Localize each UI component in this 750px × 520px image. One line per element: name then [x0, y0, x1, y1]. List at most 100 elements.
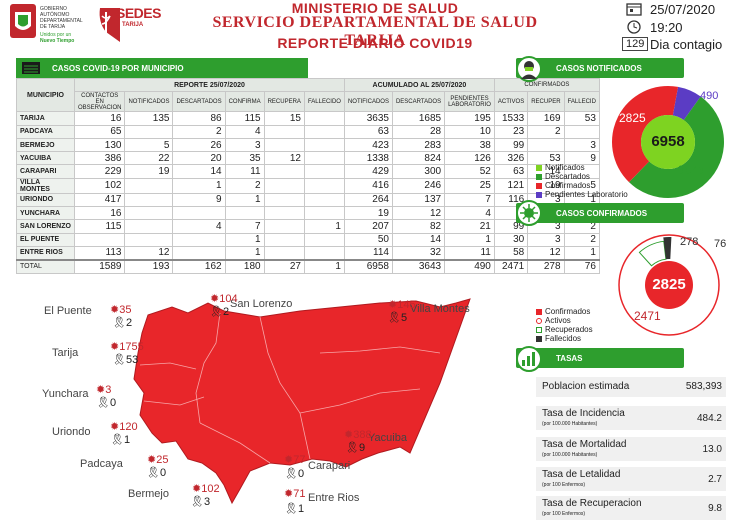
- table-cell: 429: [343, 164, 393, 179]
- confirmados-fallecidos-value: 76: [714, 238, 727, 250]
- table-cell: 114: [343, 245, 393, 261]
- map-place-deaths: 🎗53: [112, 354, 139, 366]
- table-cell: 14: [391, 232, 446, 247]
- table-cell: 126: [444, 151, 495, 166]
- table-cell: 1589: [73, 258, 126, 274]
- logo-tagline-2: Nuevo Tiempo: [40, 38, 75, 44]
- table-cell: 6958: [343, 258, 393, 274]
- table-cell: 52: [444, 164, 495, 179]
- person-mask-icon: [516, 56, 542, 82]
- map-place-cases: ✹120: [110, 421, 138, 433]
- col-header: CONFIRMA: [224, 91, 265, 113]
- table-cell: [303, 192, 345, 208]
- municipio-name: URIONDO: [16, 192, 75, 208]
- table-cell: [263, 177, 305, 194]
- map-place-cases: ✹35: [110, 304, 132, 316]
- table-cell: 246: [391, 177, 446, 194]
- legend-swatch: [536, 173, 542, 180]
- table-cell: 3635: [343, 111, 393, 126]
- table-cell: 423: [343, 137, 393, 153]
- table-cell: 65: [73, 124, 126, 139]
- map-place-deaths: 🎗3: [190, 496, 211, 508]
- table-cell: 63: [493, 164, 529, 179]
- table-cell: [303, 177, 345, 194]
- table-cell: [263, 192, 305, 208]
- sedes-logo: SEDES TARIJA: [96, 2, 161, 46]
- table-cell: [224, 206, 265, 221]
- table-row: VILLA MONTES 102 1 2 416 246 25 121 19 5: [16, 177, 600, 194]
- table-cell: 22: [124, 151, 174, 166]
- table-cell: 2: [527, 124, 565, 139]
- table-cell: [303, 164, 345, 179]
- col-header: FALLECID: [563, 91, 600, 113]
- legend-activos: Activos: [545, 316, 571, 325]
- table-cell: 12: [527, 245, 565, 261]
- municipio-name: SAN LORENZO: [16, 219, 75, 234]
- tasa-value: 13.0: [702, 444, 722, 455]
- table-cell: [563, 164, 600, 179]
- notificados-total: 6958: [651, 133, 685, 150]
- table-cell: 2: [224, 177, 265, 194]
- table-cell: [303, 151, 345, 166]
- map-place-cases: ✹102: [192, 483, 220, 495]
- municipio-name: PADCAYA: [16, 124, 75, 139]
- municipio-name: VILLA MONTES: [16, 177, 75, 194]
- table-cell: 25: [444, 177, 495, 194]
- map-place-deaths: 🎗5: [387, 312, 408, 324]
- table-cell: 50: [343, 232, 393, 247]
- report-time: 19:20: [650, 20, 683, 35]
- confirmados-center: [645, 261, 693, 309]
- table-cell: 115: [73, 219, 126, 234]
- notificados-confirmados-value: 2825: [619, 111, 646, 125]
- table-cell: [263, 245, 305, 261]
- table-cell: 416: [343, 177, 393, 194]
- legend-confirmados: Confirmados: [545, 181, 591, 190]
- table-cell: 28: [391, 124, 446, 139]
- municipio-name: CARAPARI: [16, 164, 75, 179]
- map-border: [139, 362, 197, 370]
- municipio-table: MUNICIPIO REPORTE 25/07/2020 ACUMULADO A…: [16, 77, 600, 274]
- tasa-sublabel: (por 100 Enfermos): [542, 482, 586, 488]
- map-border: [299, 388, 421, 414]
- table-cell: 15: [263, 111, 305, 126]
- table-cell: [563, 124, 600, 139]
- col-municipio: MUNICIPIO: [16, 77, 75, 113]
- municipio-name: YUNCHARA: [16, 206, 75, 221]
- tasa-label: Tasa de Recuperacion: [542, 498, 642, 509]
- map-place-deaths: 🎗0: [146, 467, 167, 479]
- logo-line: AUTÓNOMO: [40, 12, 70, 18]
- map-place-name: Yunchara: [42, 388, 89, 400]
- confirmados-bar: [516, 203, 684, 223]
- table-cell: 99: [493, 137, 529, 153]
- sedes-title: SEDES: [116, 5, 161, 21]
- tasa-value: 484.2: [696, 413, 722, 424]
- table-cell: [303, 206, 345, 221]
- table-cell: 1533: [493, 111, 529, 126]
- table-row: SAN LORENZO 115 4 7 1 207 82 21 99 3 2: [16, 219, 600, 234]
- table-cell: 4: [224, 124, 265, 139]
- legend-swatch: [536, 164, 542, 171]
- tasa-label: Tasa de Incidencia: [542, 408, 625, 419]
- table-cell: 21: [444, 219, 495, 234]
- tarija-map: [133, 298, 471, 505]
- bar-chart-icon: [516, 346, 542, 372]
- group-report: REPORTE 25/07/2020: [74, 77, 345, 93]
- table-cell: 1: [224, 192, 265, 208]
- tasa-label: Tasa de Letalidad: [542, 469, 621, 480]
- table-cell: 130: [73, 137, 126, 153]
- table-cell: 19: [124, 164, 174, 179]
- table-cell: 137: [391, 192, 446, 208]
- table-cell: 3: [527, 232, 565, 247]
- tasas-bar: [516, 348, 684, 368]
- table-cell: 1: [303, 219, 345, 234]
- table-cell: [124, 177, 174, 194]
- map-place-cases: ✹71: [284, 488, 306, 500]
- table-cell: [172, 245, 226, 261]
- table-cell: 115: [224, 111, 265, 126]
- table-cell: 9: [172, 192, 226, 208]
- map-place-cases: ✹77: [284, 454, 306, 466]
- table-cell: [303, 124, 345, 139]
- municipio-name: BERMEJO: [16, 137, 75, 153]
- table-cell: 3: [224, 137, 265, 153]
- table-cell: [263, 219, 305, 234]
